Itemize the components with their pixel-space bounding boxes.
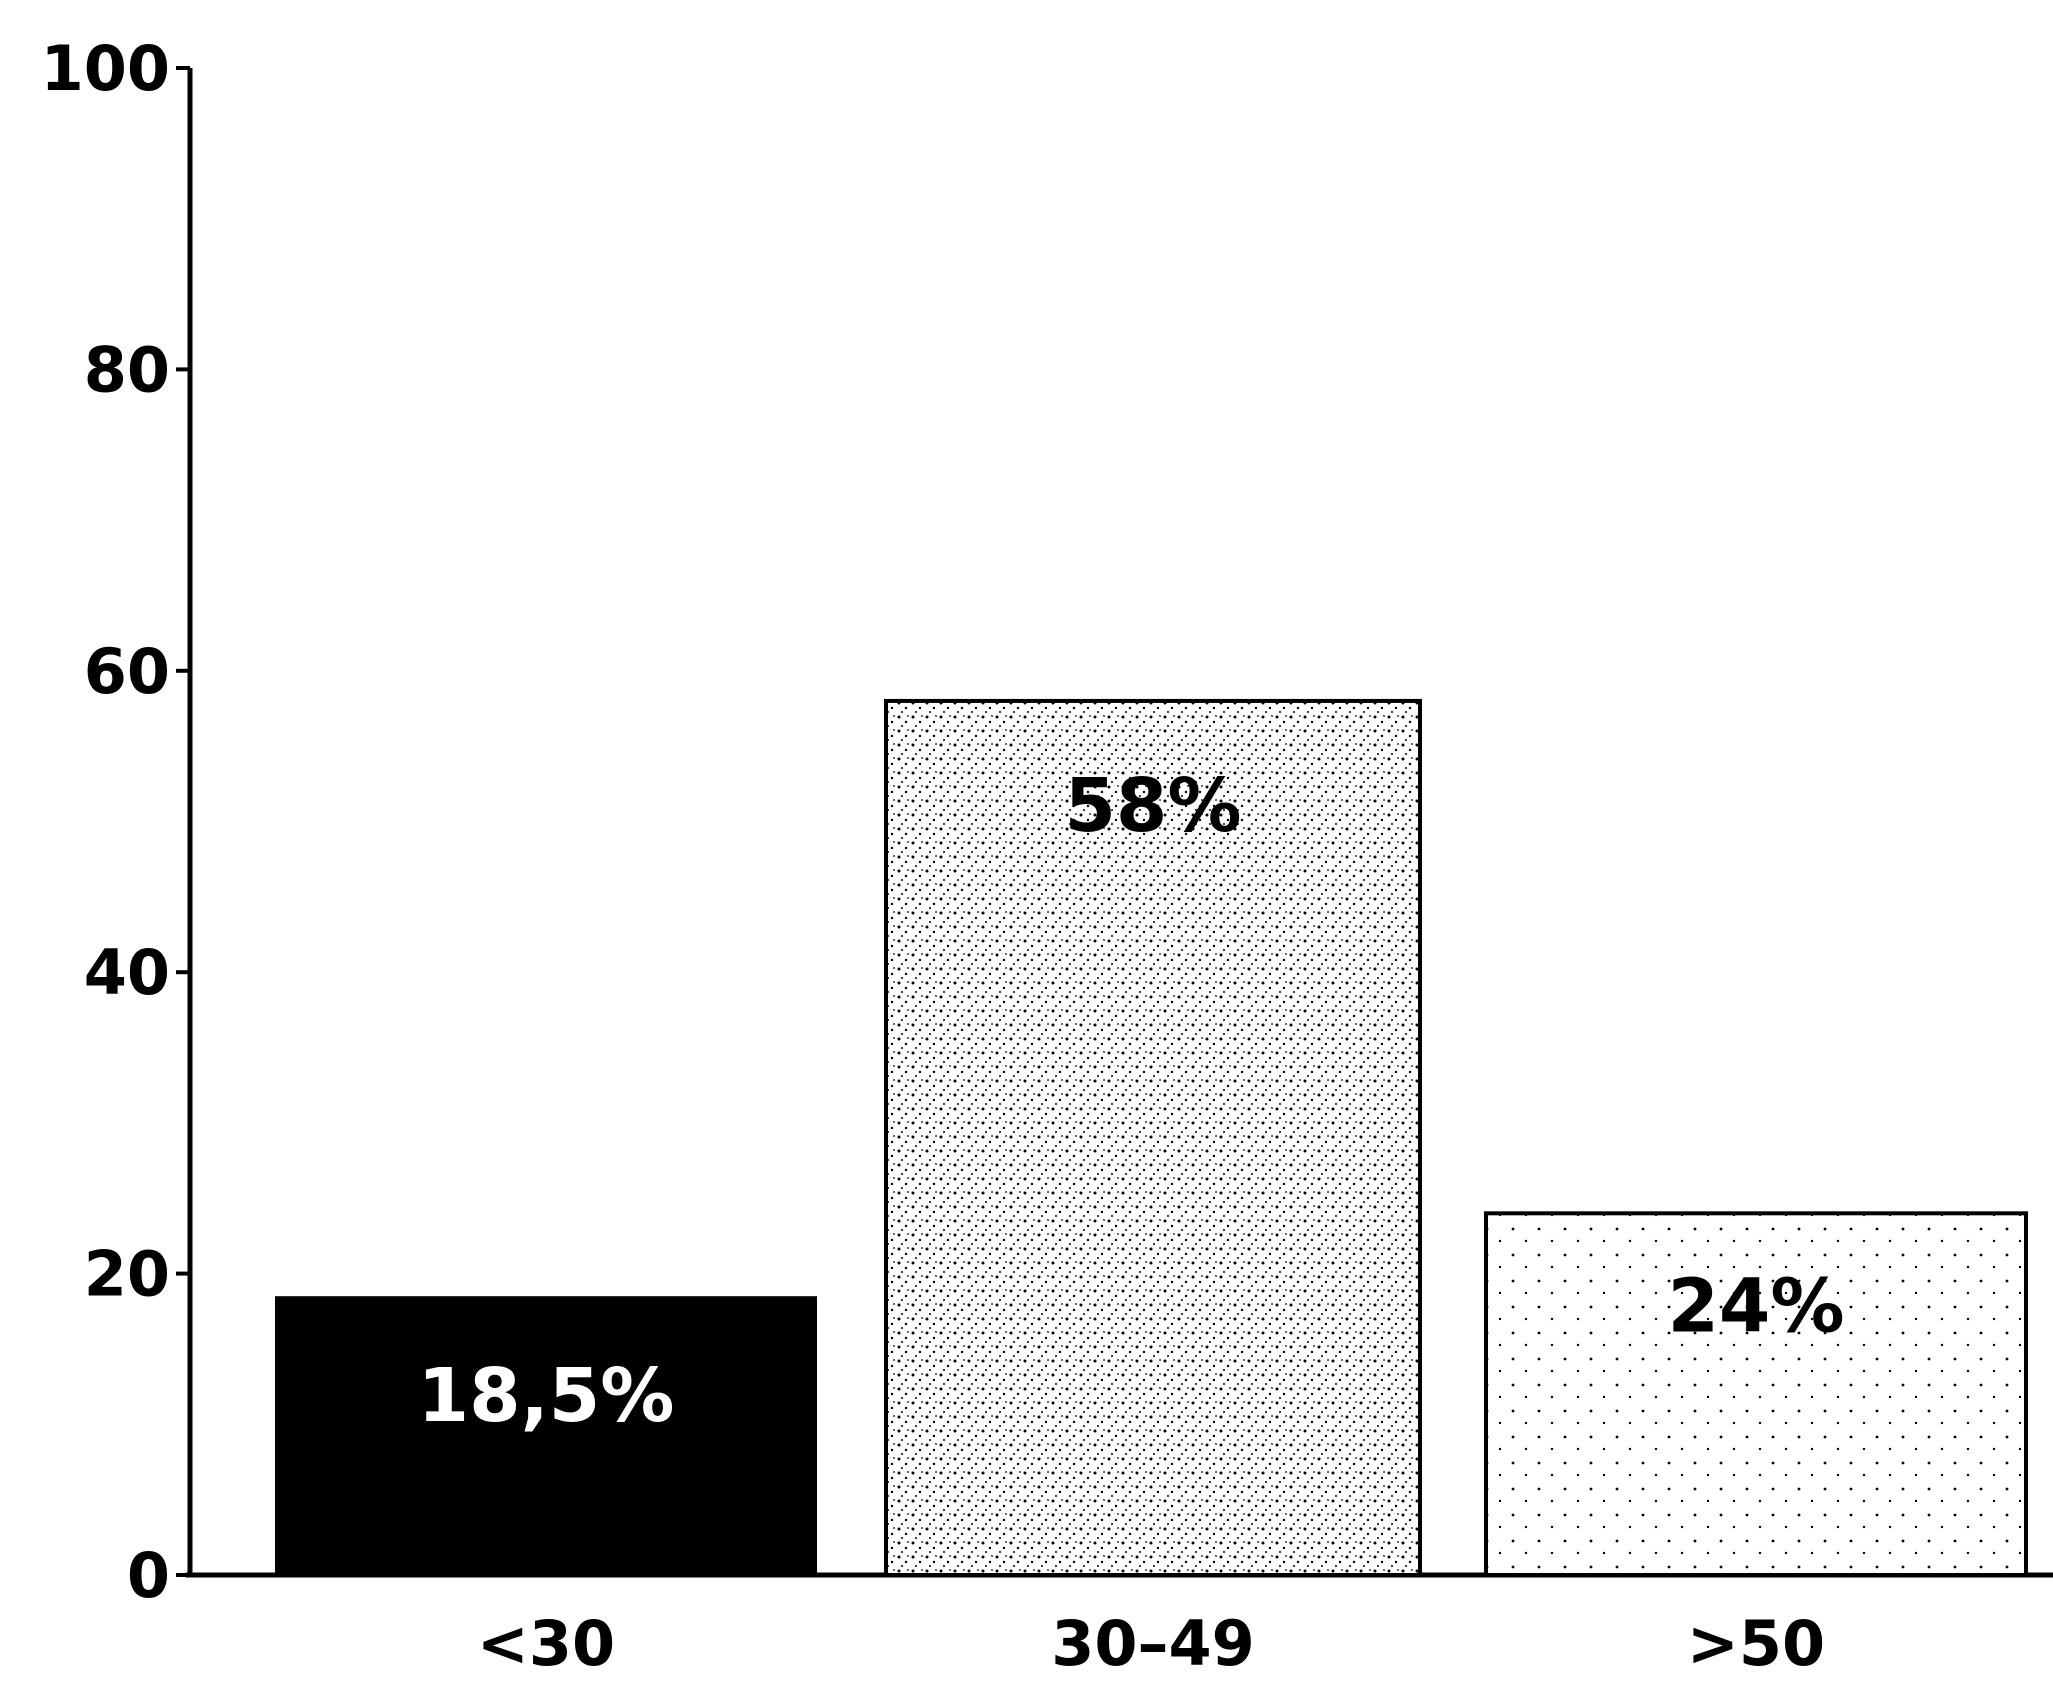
y-tick-label: 80: [84, 333, 170, 406]
axes: 0 20 40 60 80 100: [41, 32, 2053, 1612]
bar-1: [275, 1296, 817, 1575]
y-tick-label: 20: [84, 1238, 170, 1311]
y-tick-label: 40: [84, 936, 170, 1009]
y-tick-label: 60: [84, 635, 170, 708]
category-label-3: >50: [1687, 1607, 1825, 1680]
bar-3: [1484, 1211, 2028, 1577]
category-label-2: 30–49: [1051, 1607, 1255, 1680]
labels: 18,5% <30 58% 30–49 24% >50: [418, 763, 1845, 1680]
data-label-1: 18,5%: [418, 1353, 675, 1439]
y-tick-label: 0: [127, 1539, 170, 1612]
category-label-1: <30: [477, 1607, 615, 1680]
y-tick-label: 100: [41, 32, 170, 105]
data-label-2: 58%: [1064, 763, 1241, 849]
data-label-3: 24%: [1667, 1263, 1844, 1349]
bar-2: [884, 698, 1422, 1577]
bars: [275, 698, 2028, 1577]
